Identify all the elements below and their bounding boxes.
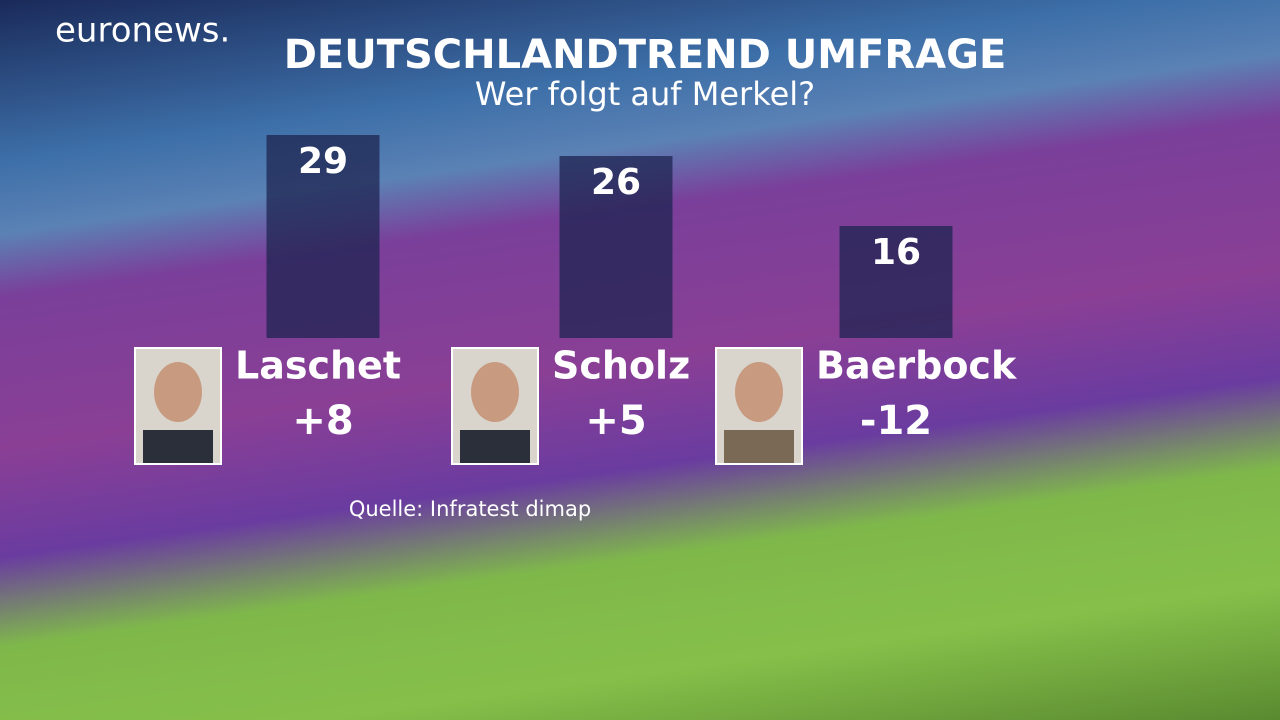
photo-face — [735, 362, 783, 422]
source: Quelle: Infratest dimap — [349, 497, 591, 521]
bar — [839, 226, 953, 338]
change-label: +5 — [585, 398, 646, 444]
photo-body — [143, 430, 213, 463]
photo-body — [724, 430, 794, 463]
photo-face — [154, 362, 202, 422]
candidate-name: Laschet — [235, 344, 401, 388]
bar — [559, 156, 673, 338]
bar — [266, 135, 380, 338]
value-label: 26 — [591, 162, 641, 203]
value-label: 29 — [298, 141, 348, 182]
candidate-name: Baerbock — [816, 344, 1017, 388]
change-label: +8 — [292, 398, 353, 444]
logo: euronews. — [55, 11, 230, 51]
photo-face — [471, 362, 519, 422]
photo-body — [460, 430, 530, 463]
value-label: 16 — [871, 232, 921, 273]
change-label: -12 — [860, 398, 932, 444]
chart-title: DEUTSCHLANDTREND UMFRAGE — [284, 32, 1007, 78]
candidate-name: Scholz — [552, 344, 690, 388]
chart-subtitle: Wer folgt auf Merkel? — [475, 75, 815, 113]
